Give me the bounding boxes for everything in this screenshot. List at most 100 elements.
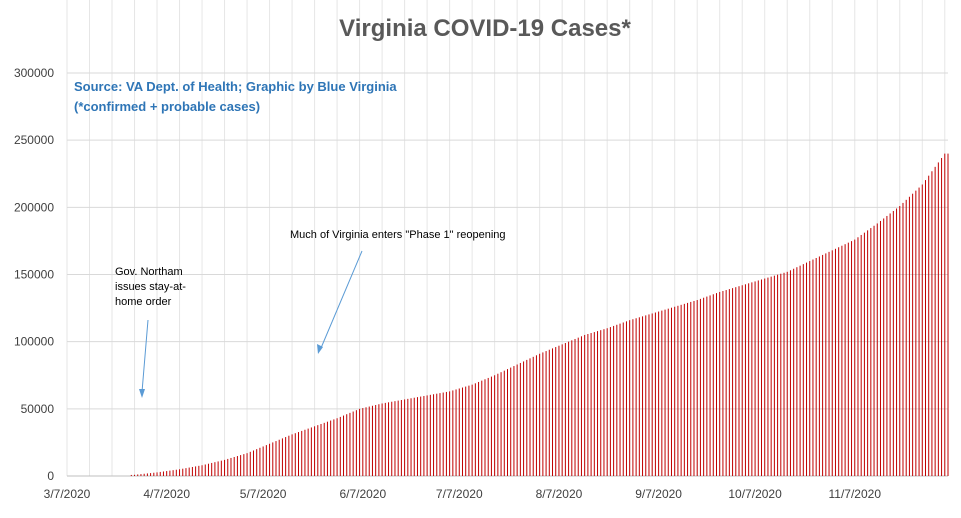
bar xyxy=(153,472,155,476)
bar xyxy=(818,256,820,476)
bar xyxy=(513,366,515,476)
bar xyxy=(863,232,865,476)
bar xyxy=(220,460,222,476)
x-tick-label: 6/7/2020 xyxy=(339,487,386,501)
bar xyxy=(793,268,795,476)
x-tick-label: 8/7/2020 xyxy=(536,487,583,501)
bar xyxy=(593,332,595,476)
annotation-stay-at-home-line-2: issues stay-at- xyxy=(115,281,186,293)
bar xyxy=(310,427,312,476)
bar xyxy=(526,359,528,476)
bar xyxy=(143,473,145,476)
bar xyxy=(822,254,824,476)
bar xyxy=(130,474,132,476)
horizontal-gridlines xyxy=(67,72,948,477)
bar xyxy=(298,432,300,476)
bar xyxy=(712,294,714,476)
bar xyxy=(365,407,367,476)
bar xyxy=(439,393,441,476)
bar xyxy=(744,284,746,476)
bar xyxy=(371,405,373,476)
bar xyxy=(902,202,904,476)
bar xyxy=(783,272,785,476)
bar xyxy=(937,162,939,476)
bar xyxy=(754,281,756,476)
x-tick-label: 4/7/2020 xyxy=(143,487,190,501)
bar xyxy=(481,380,483,476)
bar xyxy=(461,387,463,476)
bar xyxy=(545,351,547,476)
bar xyxy=(378,404,380,476)
bar xyxy=(651,313,653,476)
annotation-stay-at-home: Gov. Northam issues stay-at- home order xyxy=(115,266,186,398)
bar xyxy=(211,462,213,476)
bar xyxy=(542,352,544,476)
x-tick-label: 9/7/2020 xyxy=(635,487,682,501)
bar xyxy=(442,392,444,476)
bar xyxy=(368,406,370,476)
bar xyxy=(471,384,473,476)
bar xyxy=(452,390,454,476)
bar xyxy=(802,264,804,476)
bar xyxy=(947,153,949,476)
bar xyxy=(465,386,467,476)
bar xyxy=(336,418,338,476)
bar xyxy=(474,383,476,476)
bar xyxy=(825,253,827,476)
bar xyxy=(683,303,685,476)
bar xyxy=(860,234,862,476)
bar xyxy=(719,291,721,476)
bar xyxy=(224,459,226,476)
bar xyxy=(773,275,775,476)
bar xyxy=(391,401,393,476)
y-tick-label: 200000 xyxy=(14,200,54,214)
bar xyxy=(770,276,772,476)
bar xyxy=(429,394,431,476)
bar xyxy=(214,462,216,476)
bar xyxy=(584,334,586,476)
annotation-stay-at-home-arrowhead xyxy=(139,389,145,398)
bar xyxy=(687,302,689,476)
bar xyxy=(240,455,242,476)
bar xyxy=(507,369,508,476)
x-tick-label: 7/7/2020 xyxy=(436,487,483,501)
bar xyxy=(883,218,885,476)
bar xyxy=(889,213,891,476)
bar xyxy=(645,315,647,476)
bar xyxy=(137,474,139,476)
bar xyxy=(162,471,164,476)
bar xyxy=(658,311,660,476)
bar xyxy=(680,304,682,476)
bar xyxy=(603,329,605,476)
bar xyxy=(519,362,521,476)
bar xyxy=(841,245,843,476)
bar xyxy=(314,426,316,476)
bar xyxy=(806,262,808,476)
bar xyxy=(690,301,692,476)
bar xyxy=(349,412,351,476)
bar xyxy=(899,205,901,477)
bar xyxy=(892,210,894,476)
bar xyxy=(204,464,206,476)
bar xyxy=(195,466,197,476)
bar xyxy=(307,428,309,476)
bar xyxy=(664,309,666,476)
bar xyxy=(661,310,663,476)
bar xyxy=(622,322,624,476)
y-tick-label: 250000 xyxy=(14,133,54,147)
bar xyxy=(648,314,650,476)
bar xyxy=(812,259,814,476)
bar xyxy=(252,450,254,476)
bar xyxy=(552,348,554,476)
bar xyxy=(294,433,296,476)
bar xyxy=(198,465,200,476)
bar xyxy=(256,449,258,476)
y-tick-label: 0 xyxy=(47,469,54,483)
chart-title: Virginia COVID-19 Cases* xyxy=(339,15,631,42)
bar xyxy=(233,457,235,476)
y-tick-label: 50000 xyxy=(21,402,55,416)
bar xyxy=(728,289,730,476)
bar xyxy=(828,251,830,476)
bar xyxy=(159,471,161,476)
bar xyxy=(227,458,229,476)
